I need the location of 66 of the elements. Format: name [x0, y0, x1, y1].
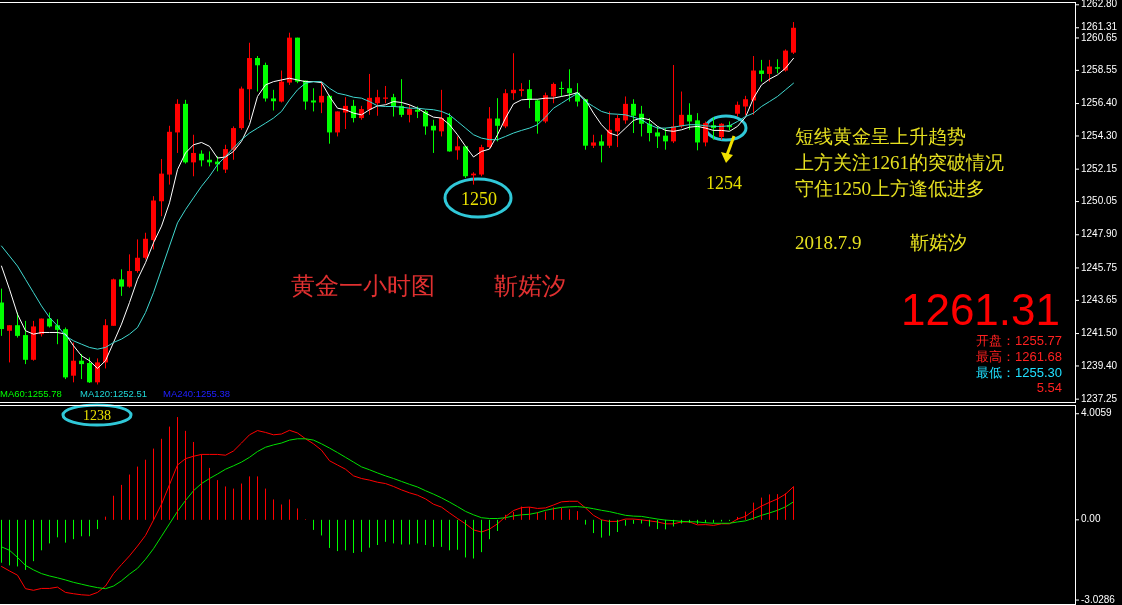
annotation: MA60:1255.78	[0, 388, 62, 399]
candlestick	[615, 114, 620, 148]
candlestick	[71, 342, 76, 383]
y-tick-label: 1254.30	[1081, 129, 1118, 141]
y-tick-label: 0.00	[1081, 513, 1101, 525]
candlestick	[143, 232, 148, 260]
y-tick-label: 1250.05	[1081, 195, 1118, 207]
text: 靳婼汐	[910, 232, 967, 253]
y-tick-label: 1241.50	[1081, 327, 1118, 339]
annotation: 守住1250上方逢低进多	[795, 178, 985, 199]
candlestick	[567, 68, 572, 103]
candlestick	[95, 357, 100, 385]
annotation: 1254	[706, 173, 742, 193]
candlestick	[695, 112, 700, 151]
annotation: 短线黄金呈上升趋势	[795, 126, 966, 147]
y-tick-label: 1260.65	[1081, 31, 1118, 43]
annotation: 2018.7.9	[795, 232, 862, 253]
y-tick-label: -3.0286	[1081, 593, 1116, 605]
candlestick	[311, 87, 316, 112]
candlestick	[7, 324, 12, 363]
candlestick	[231, 125, 236, 161]
annotation: MA120:1252.51	[80, 388, 148, 399]
y-tick-label: 1256.40	[1081, 97, 1118, 109]
candlestick	[551, 82, 556, 104]
candlestick	[135, 238, 140, 274]
candlestick	[87, 356, 92, 384]
candlestick	[527, 79, 532, 109]
text: 最高：1261.68	[976, 349, 1062, 364]
candlestick	[687, 102, 692, 131]
text: 5.54	[1036, 380, 1062, 395]
annotation: 1238	[83, 408, 111, 423]
y-tick-label: 1245.75	[1081, 261, 1118, 273]
y-tick-label: 1239.40	[1081, 359, 1118, 371]
candlestick	[767, 59, 772, 83]
candlestick	[455, 135, 460, 161]
y-tick-label: 1237.25	[1081, 392, 1118, 404]
y-tick-label: 1247.90	[1081, 228, 1118, 240]
annotation: 上方关注1261的突破情况	[795, 152, 1004, 173]
annotation: 1250	[461, 189, 497, 209]
candlestick	[319, 81, 324, 114]
y-tick-label: 1261.31	[1081, 21, 1118, 33]
text: 1261.31	[900, 285, 1060, 334]
candlestick	[271, 89, 276, 111]
text: 最低：1255.30	[976, 365, 1062, 380]
candlestick	[607, 110, 612, 149]
candlestick	[631, 98, 636, 134]
y-tick-label: 1243.65	[1081, 294, 1118, 305]
y-tick-label: 1262.80	[1081, 0, 1118, 10]
annotation: 靳婼汐	[494, 273, 566, 299]
annotation: MA240:1255.38	[163, 388, 231, 399]
candlestick	[279, 70, 284, 103]
candlestick	[335, 110, 340, 137]
annotation: 黄金一小时图	[291, 273, 435, 299]
candlestick	[255, 55, 260, 93]
candlestick	[119, 268, 124, 297]
candlestick	[375, 89, 380, 117]
y-tick-label: 4.0059	[1081, 407, 1113, 419]
candlestick	[495, 97, 500, 142]
candlestick	[535, 98, 540, 135]
candlestick	[743, 95, 748, 116]
candlestick	[599, 134, 604, 163]
text: 开盘：1255.77	[976, 333, 1062, 348]
candlestick	[191, 134, 196, 177]
y-tick-label: 1252.15	[1081, 162, 1118, 174]
candlestick	[127, 253, 132, 289]
y-tick-label: 1258.55	[1081, 64, 1118, 76]
